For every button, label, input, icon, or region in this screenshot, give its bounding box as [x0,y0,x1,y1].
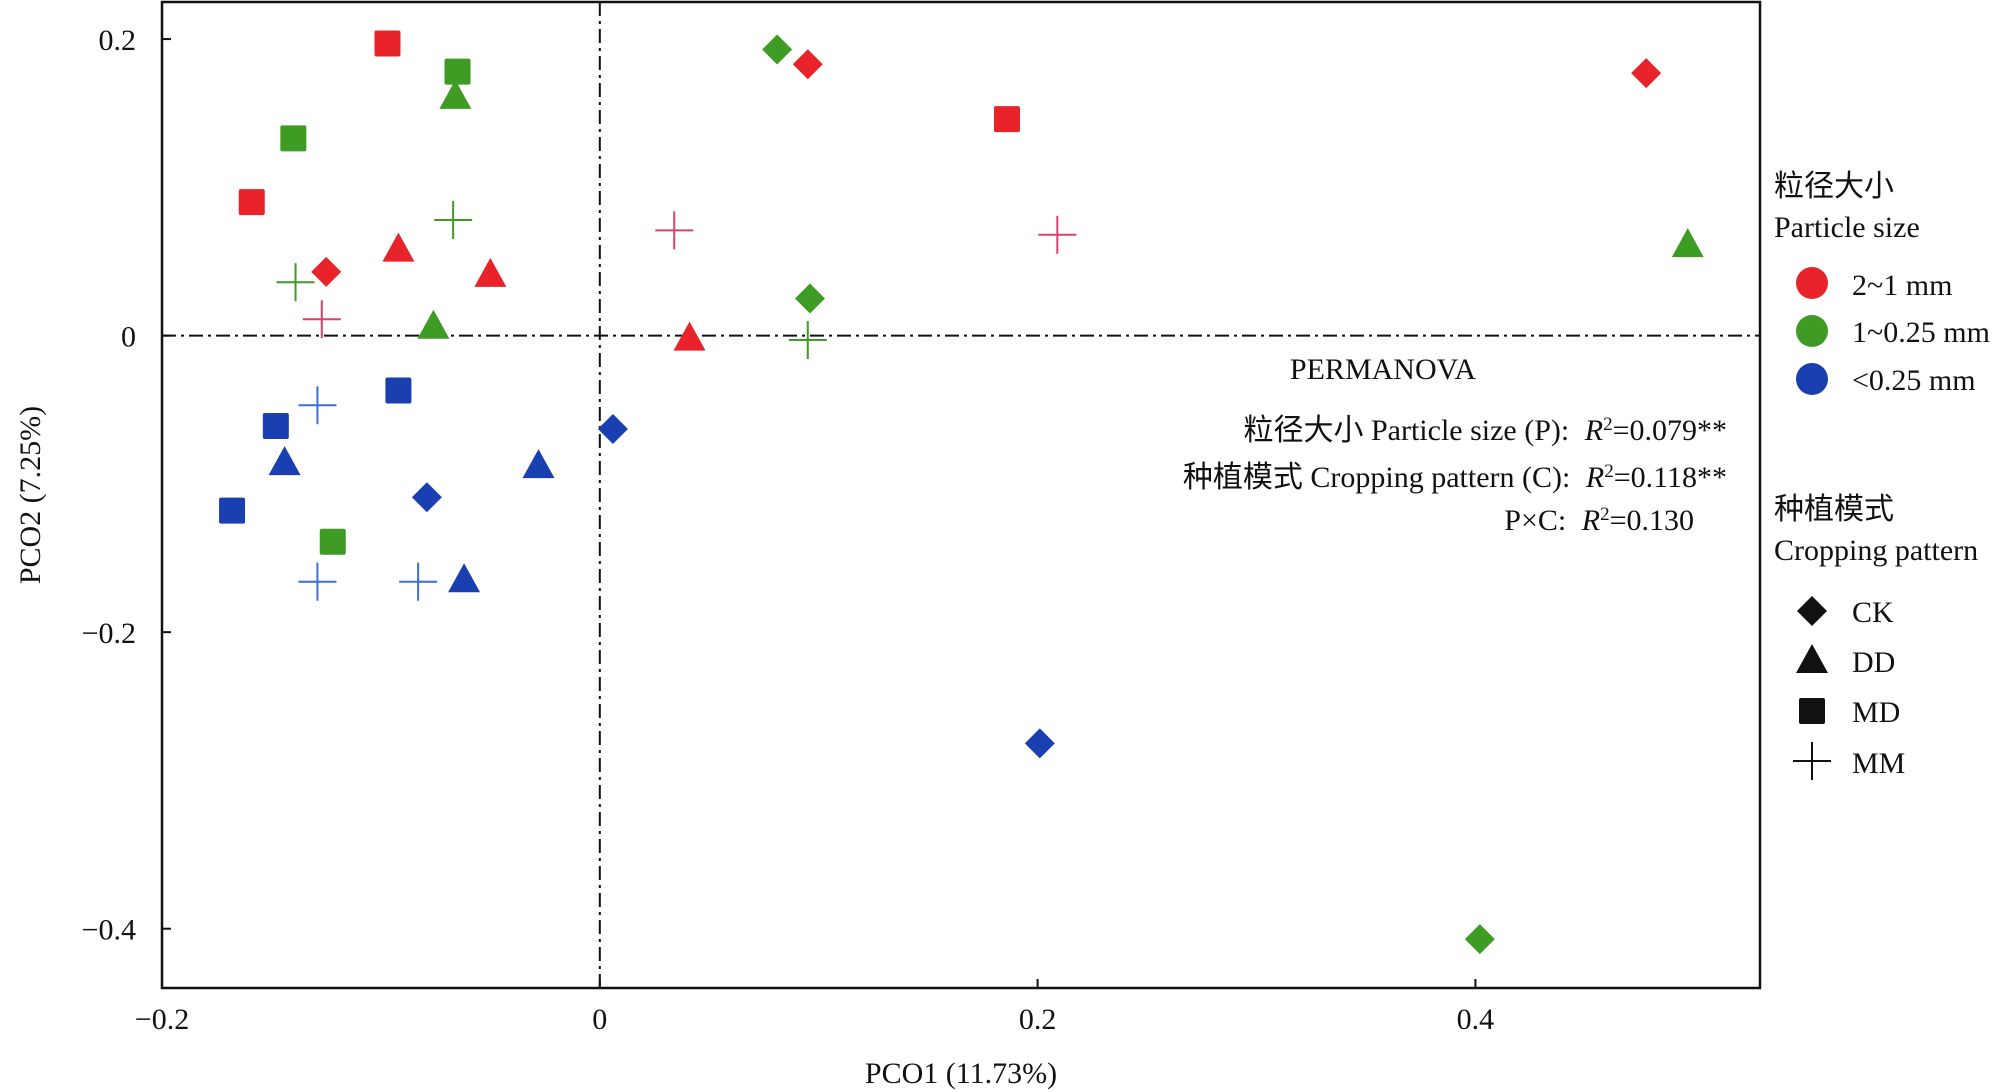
stat-label: 粒径大小 Particle size (P): [1243,414,1569,447]
point-dd-triangle [417,309,450,339]
point-ck-diamond [1464,924,1495,955]
stat-superscript: 2 [1604,461,1614,482]
x-axis-title: PCO1 (11.73%) [865,1057,1057,1090]
legend-size-label-0: 2~1 mm [1852,269,1952,302]
legend-marker-red-circle [1796,267,1828,299]
legend-marker-blue-circle [1796,363,1828,395]
stat-superscript: 2 [1600,504,1610,525]
point-mm-cross [298,386,337,425]
point-ck-diamond [762,34,793,65]
stat-label: 种植模式 Cropping pattern (C): [1183,461,1570,494]
stat-line-interaction: P×C: R2=0.130 [1504,504,1694,538]
point-ck-diamond [794,283,825,314]
point-dd-triangle [1671,228,1704,258]
legend-pattern-title-cn: 种植模式 [1774,493,1894,526]
point-md-square [385,377,412,404]
legend-pattern-label-2: MD [1852,696,1900,729]
stat-value: =0.130 [1610,504,1694,537]
x-axis-ticks: −0.2 0 0.2 0.4 [135,979,1494,1036]
stat-superscript: 2 [1603,414,1613,435]
y-tick-label: 0.2 [99,24,137,57]
point-ck-diamond [597,414,628,445]
legend-cropping-pattern: 种植模式 Cropping pattern CK DD MD MM [1774,493,1978,780]
point-ck-diamond [792,49,823,80]
stat-symbol: R [1581,504,1600,537]
stat-value: =0.118** [1614,461,1727,494]
point-mm-cross [1038,215,1077,254]
point-ck-diamond [411,482,442,513]
legend-marker-green-circle [1796,315,1828,347]
plot-frame [160,0,1762,990]
point-mm-cross [302,300,341,339]
legend-marker-cross-icon [1793,742,1831,780]
legend-size-label-1: 1~0.25 mm [1852,316,1990,349]
stat-line-particle-size: 粒径大小 Particle size (P): R2=0.079** [1243,414,1727,448]
point-dd-triangle [382,232,415,262]
stat-symbol: R [1585,461,1604,494]
x-tick-label: −0.2 [135,1003,189,1036]
legend-size-title-cn: 粒径大小 [1774,170,1894,203]
point-dd-triangle [522,449,555,479]
point-md-square [262,413,289,440]
point-mm-cross [276,263,315,302]
point-md-square [280,125,307,152]
point-md-square [444,58,471,85]
permanova-annotation: PERMANOVA 粒径大小 Particle size (P): R2=0.0… [1183,353,1727,537]
point-mm-cross [298,562,337,601]
y-tick-label: −0.4 [82,914,136,947]
stat-value: =0.079** [1613,414,1727,447]
point-dd-triangle [673,321,706,351]
point-ck-diamond [311,256,342,287]
legend-size-label-2: <0.25 mm [1852,364,1976,397]
permanova-title: PERMANOVA [1290,353,1476,386]
point-ck-diamond [1631,58,1662,89]
point-mm-cross [788,321,827,360]
point-mm-cross [434,200,473,239]
point-md-square [219,497,246,524]
legend-pattern-label-1: DD [1852,646,1895,679]
legend-pattern-label-0: CK [1852,596,1894,629]
legend-marker-square-icon [1799,698,1825,724]
legend-pattern-label-3: MM [1852,747,1905,780]
point-md-square [319,528,346,555]
point-dd-triangle [268,446,301,476]
x-tick-label: 0.2 [1019,1003,1057,1036]
data-points [219,30,1704,955]
point-mm-cross [399,562,438,601]
legend-marker-triangle-icon [1796,644,1828,673]
point-dd-triangle [448,563,481,593]
point-dd-triangle [474,257,507,287]
point-dd-triangle [439,79,472,109]
y-axis-ticks: 0.2 0 −0.2 −0.4 [82,24,171,947]
point-ck-diamond [1024,728,1055,759]
y-tick-label: 0 [121,321,136,354]
legend-size-title-en: Particle size [1774,211,1920,244]
point-md-square [238,189,265,216]
x-tick-label: 0.4 [1457,1003,1495,1036]
point-md-square [374,30,401,57]
stat-label: P×C: [1504,504,1566,537]
legend-pattern-title-en: Cropping pattern [1774,534,1978,567]
legend-marker-diamond-icon [1797,596,1827,626]
y-axis-title: PCO2 (7.25%) [14,406,47,584]
stat-line-cropping-pattern: 种植模式 Cropping pattern (C): R2=0.118** [1183,461,1727,495]
point-md-square [993,106,1020,133]
point-mm-cross [655,211,694,250]
y-tick-label: −0.2 [82,617,136,650]
legend-particle-size: 粒径大小 Particle size 2~1 mm 1~0.25 mm <0.2… [1774,170,1990,397]
stat-symbol: R [1584,414,1603,447]
x-tick-label: 0 [592,1003,607,1036]
